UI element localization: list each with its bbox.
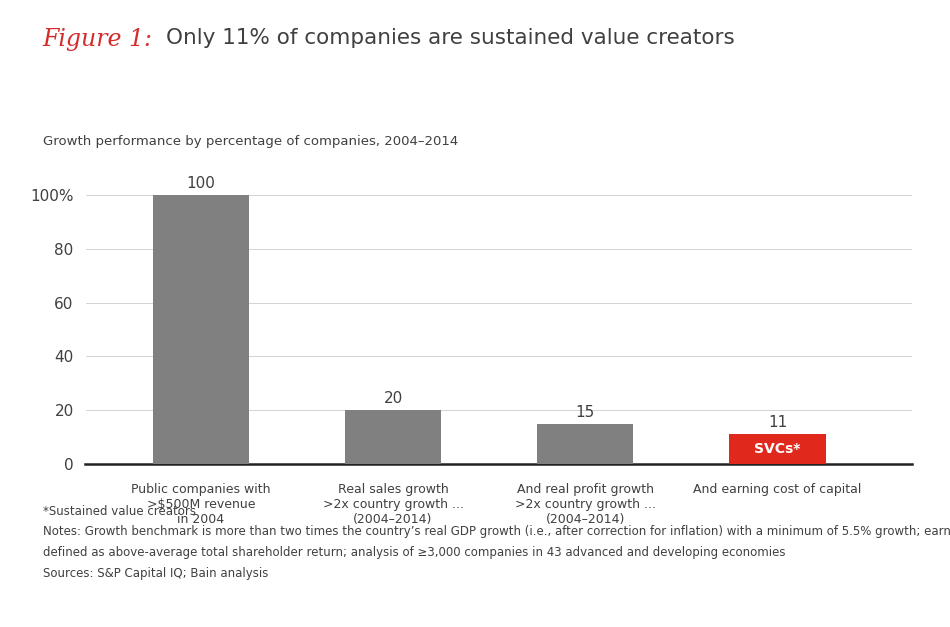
Text: *Sustained value creators: *Sustained value creators <box>43 505 196 518</box>
Text: Only 11% of companies are sustained value creators: Only 11% of companies are sustained valu… <box>166 28 735 48</box>
Text: 20: 20 <box>384 391 403 406</box>
Text: Figure 1:: Figure 1: <box>43 28 153 51</box>
Text: 11: 11 <box>768 416 788 430</box>
Bar <box>345 410 441 464</box>
Text: defined as above-average total shareholder return; analysis of ≥3,000 companies : defined as above-average total sharehold… <box>43 546 786 559</box>
Text: 100: 100 <box>186 176 216 191</box>
Text: SVCs*: SVCs* <box>754 442 801 456</box>
Text: 15: 15 <box>576 404 595 419</box>
Bar <box>153 195 249 464</box>
Bar <box>730 435 826 464</box>
Bar <box>537 424 634 464</box>
Text: Growth performance by percentage of companies, 2004–2014: Growth performance by percentage of comp… <box>43 135 458 148</box>
Text: Notes: Growth benchmark is more than two times the country’s real GDP growth (i.: Notes: Growth benchmark is more than two… <box>43 525 950 539</box>
Text: Sources: S&P Capital IQ; Bain analysis: Sources: S&P Capital IQ; Bain analysis <box>43 567 268 580</box>
